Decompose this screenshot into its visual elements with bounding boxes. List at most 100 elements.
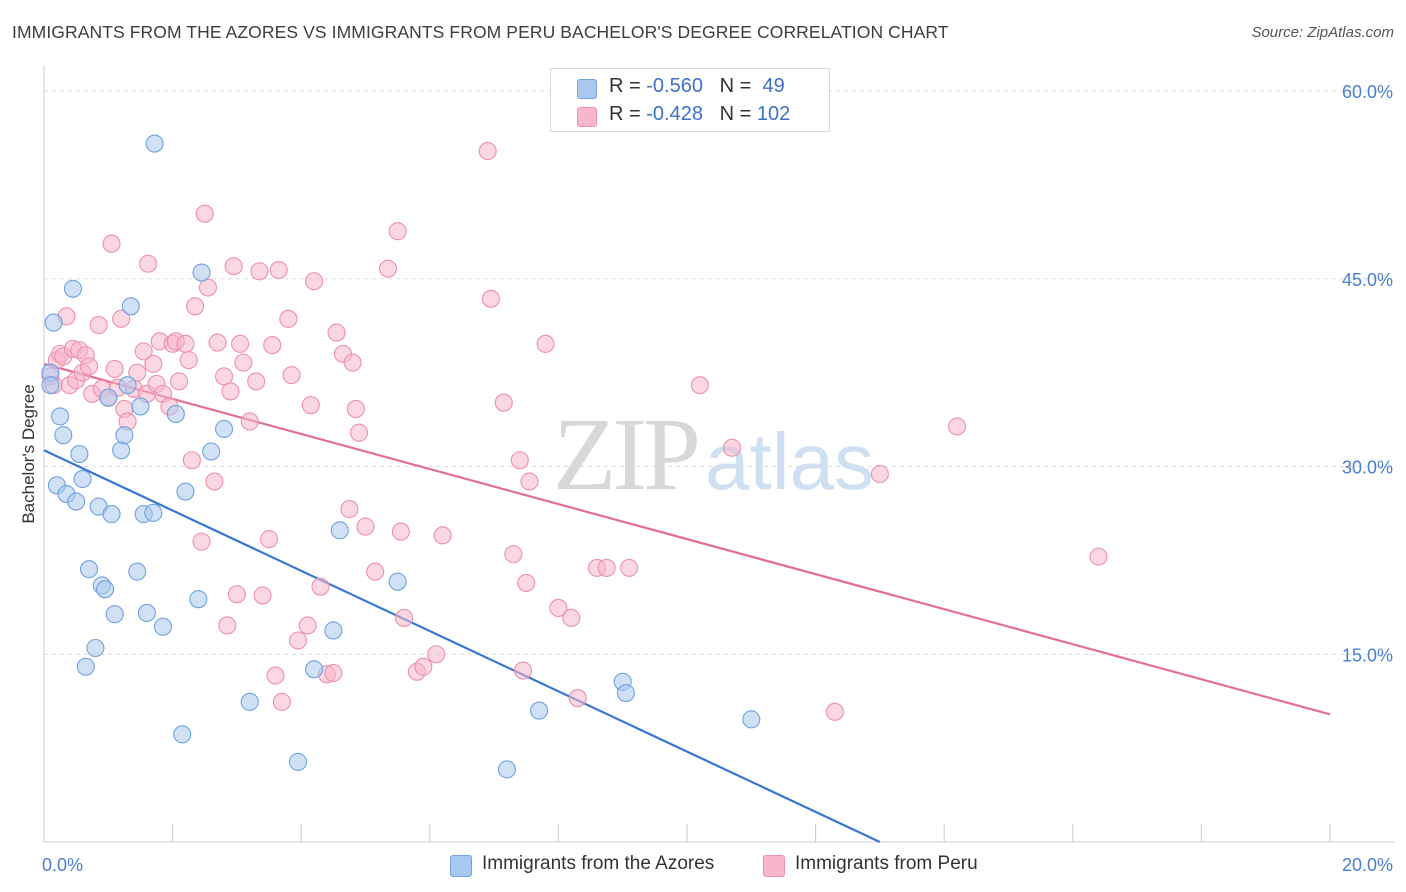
point-azores: [166, 404, 185, 423]
point-peru: [562, 608, 581, 628]
point-peru: [324, 663, 343, 683]
point-peru: [259, 530, 279, 549]
x-tick-label: 0.0%: [42, 855, 83, 875]
point-azores: [99, 388, 118, 407]
point-peru: [301, 396, 320, 415]
point-azores: [192, 263, 211, 282]
point-peru: [510, 451, 529, 470]
watermark: ZIP atlas: [553, 395, 874, 514]
point-peru: [513, 661, 533, 680]
point-azores: [115, 426, 134, 445]
point-peru: [722, 438, 742, 457]
point-azores: [70, 444, 89, 464]
point-azores: [102, 505, 121, 524]
point-peru: [481, 289, 500, 308]
point-azores: [76, 657, 95, 676]
point-azores: [137, 603, 156, 623]
y-tick-label: 45.0%: [1342, 270, 1393, 290]
point-peru: [272, 692, 291, 711]
point-peru: [195, 204, 214, 223]
data-points: [41, 134, 1108, 779]
y-tick-label: 15.0%: [1342, 645, 1393, 665]
x-tick-label: 20.0%: [1342, 855, 1393, 875]
point-peru: [870, 464, 889, 484]
legend-n-value: 102: [756, 103, 791, 125]
point-peru: [395, 608, 414, 628]
point-azores: [121, 297, 140, 316]
series-legend: Immigrants from the Azores Immigrants fr…: [0, 850, 1406, 880]
point-peru: [182, 451, 201, 470]
point-peru: [327, 323, 346, 342]
point-azores: [742, 710, 761, 729]
point-peru: [388, 222, 407, 241]
point-peru: [478, 142, 497, 161]
point-peru: [366, 562, 385, 581]
point-azores: [54, 426, 73, 445]
legend-r-value: -0.428: [646, 103, 703, 125]
point-peru: [186, 297, 205, 316]
trend-line-azores: [43, 449, 881, 843]
series-swatch-peru: [763, 855, 785, 877]
series-label-peru: Immigrants from Peru: [795, 853, 978, 874]
point-azores: [145, 134, 164, 153]
point-peru: [89, 316, 108, 335]
point-peru: [179, 351, 198, 370]
legend-text-peru: R = -0.428 N = 102: [609, 103, 790, 126]
point-azores: [153, 617, 173, 636]
point-azores: [388, 572, 407, 591]
point-peru: [128, 363, 147, 382]
point-azores: [118, 376, 137, 395]
point-peru: [240, 412, 259, 431]
point-peru: [269, 260, 288, 280]
point-peru: [346, 399, 365, 418]
point-peru: [266, 666, 285, 685]
point-peru: [414, 657, 433, 676]
point-peru: [494, 393, 513, 412]
watermark-zip: ZIP: [553, 397, 701, 512]
legend-n-label: N =: [719, 75, 757, 97]
point-azores: [173, 725, 192, 744]
point-peru: [221, 382, 240, 401]
point-peru: [144, 354, 163, 373]
point-peru: [948, 417, 967, 436]
point-peru: [176, 334, 195, 353]
point-azores: [63, 279, 82, 298]
point-azores: [41, 376, 60, 395]
point-azores: [214, 419, 234, 439]
point-peru: [504, 545, 523, 564]
point-peru: [218, 616, 237, 635]
point-peru: [112, 309, 131, 328]
legend-swatch-azores: [577, 79, 597, 99]
source-label: Source: ZipAtlas.com: [1251, 24, 1394, 41]
gridlines: [44, 90, 1394, 655]
point-azores: [530, 701, 549, 720]
watermark-atlas: atlas: [705, 417, 874, 506]
point-azores: [176, 482, 195, 501]
point-azores: [202, 442, 221, 461]
point-peru: [253, 586, 272, 605]
point-peru: [536, 334, 555, 353]
point-peru: [198, 278, 218, 297]
point-peru: [520, 472, 539, 491]
point-azores: [330, 521, 349, 540]
point-azores: [128, 562, 147, 581]
point-azores: [497, 760, 517, 779]
point-peru: [205, 472, 224, 491]
y-tick-label: 60.0%: [1342, 82, 1393, 102]
y-tick-label: 30.0%: [1342, 458, 1393, 478]
point-azores: [51, 407, 70, 426]
point-peru: [263, 336, 282, 355]
point-peru: [250, 262, 269, 281]
point-peru: [549, 598, 568, 617]
point-peru: [279, 309, 298, 328]
point-peru: [620, 558, 639, 577]
point-peru: [224, 257, 243, 276]
point-azores: [79, 560, 99, 579]
point-peru: [288, 631, 308, 650]
point-peru: [391, 522, 410, 541]
axis-labels: 15.0% 30.0% 45.0% 60.0% 0.0% 20.0% Bachelor's …: [19, 82, 1393, 875]
point-peru: [134, 342, 153, 361]
point-peru: [247, 372, 266, 391]
point-peru: [1089, 547, 1108, 566]
point-peru: [208, 333, 227, 352]
